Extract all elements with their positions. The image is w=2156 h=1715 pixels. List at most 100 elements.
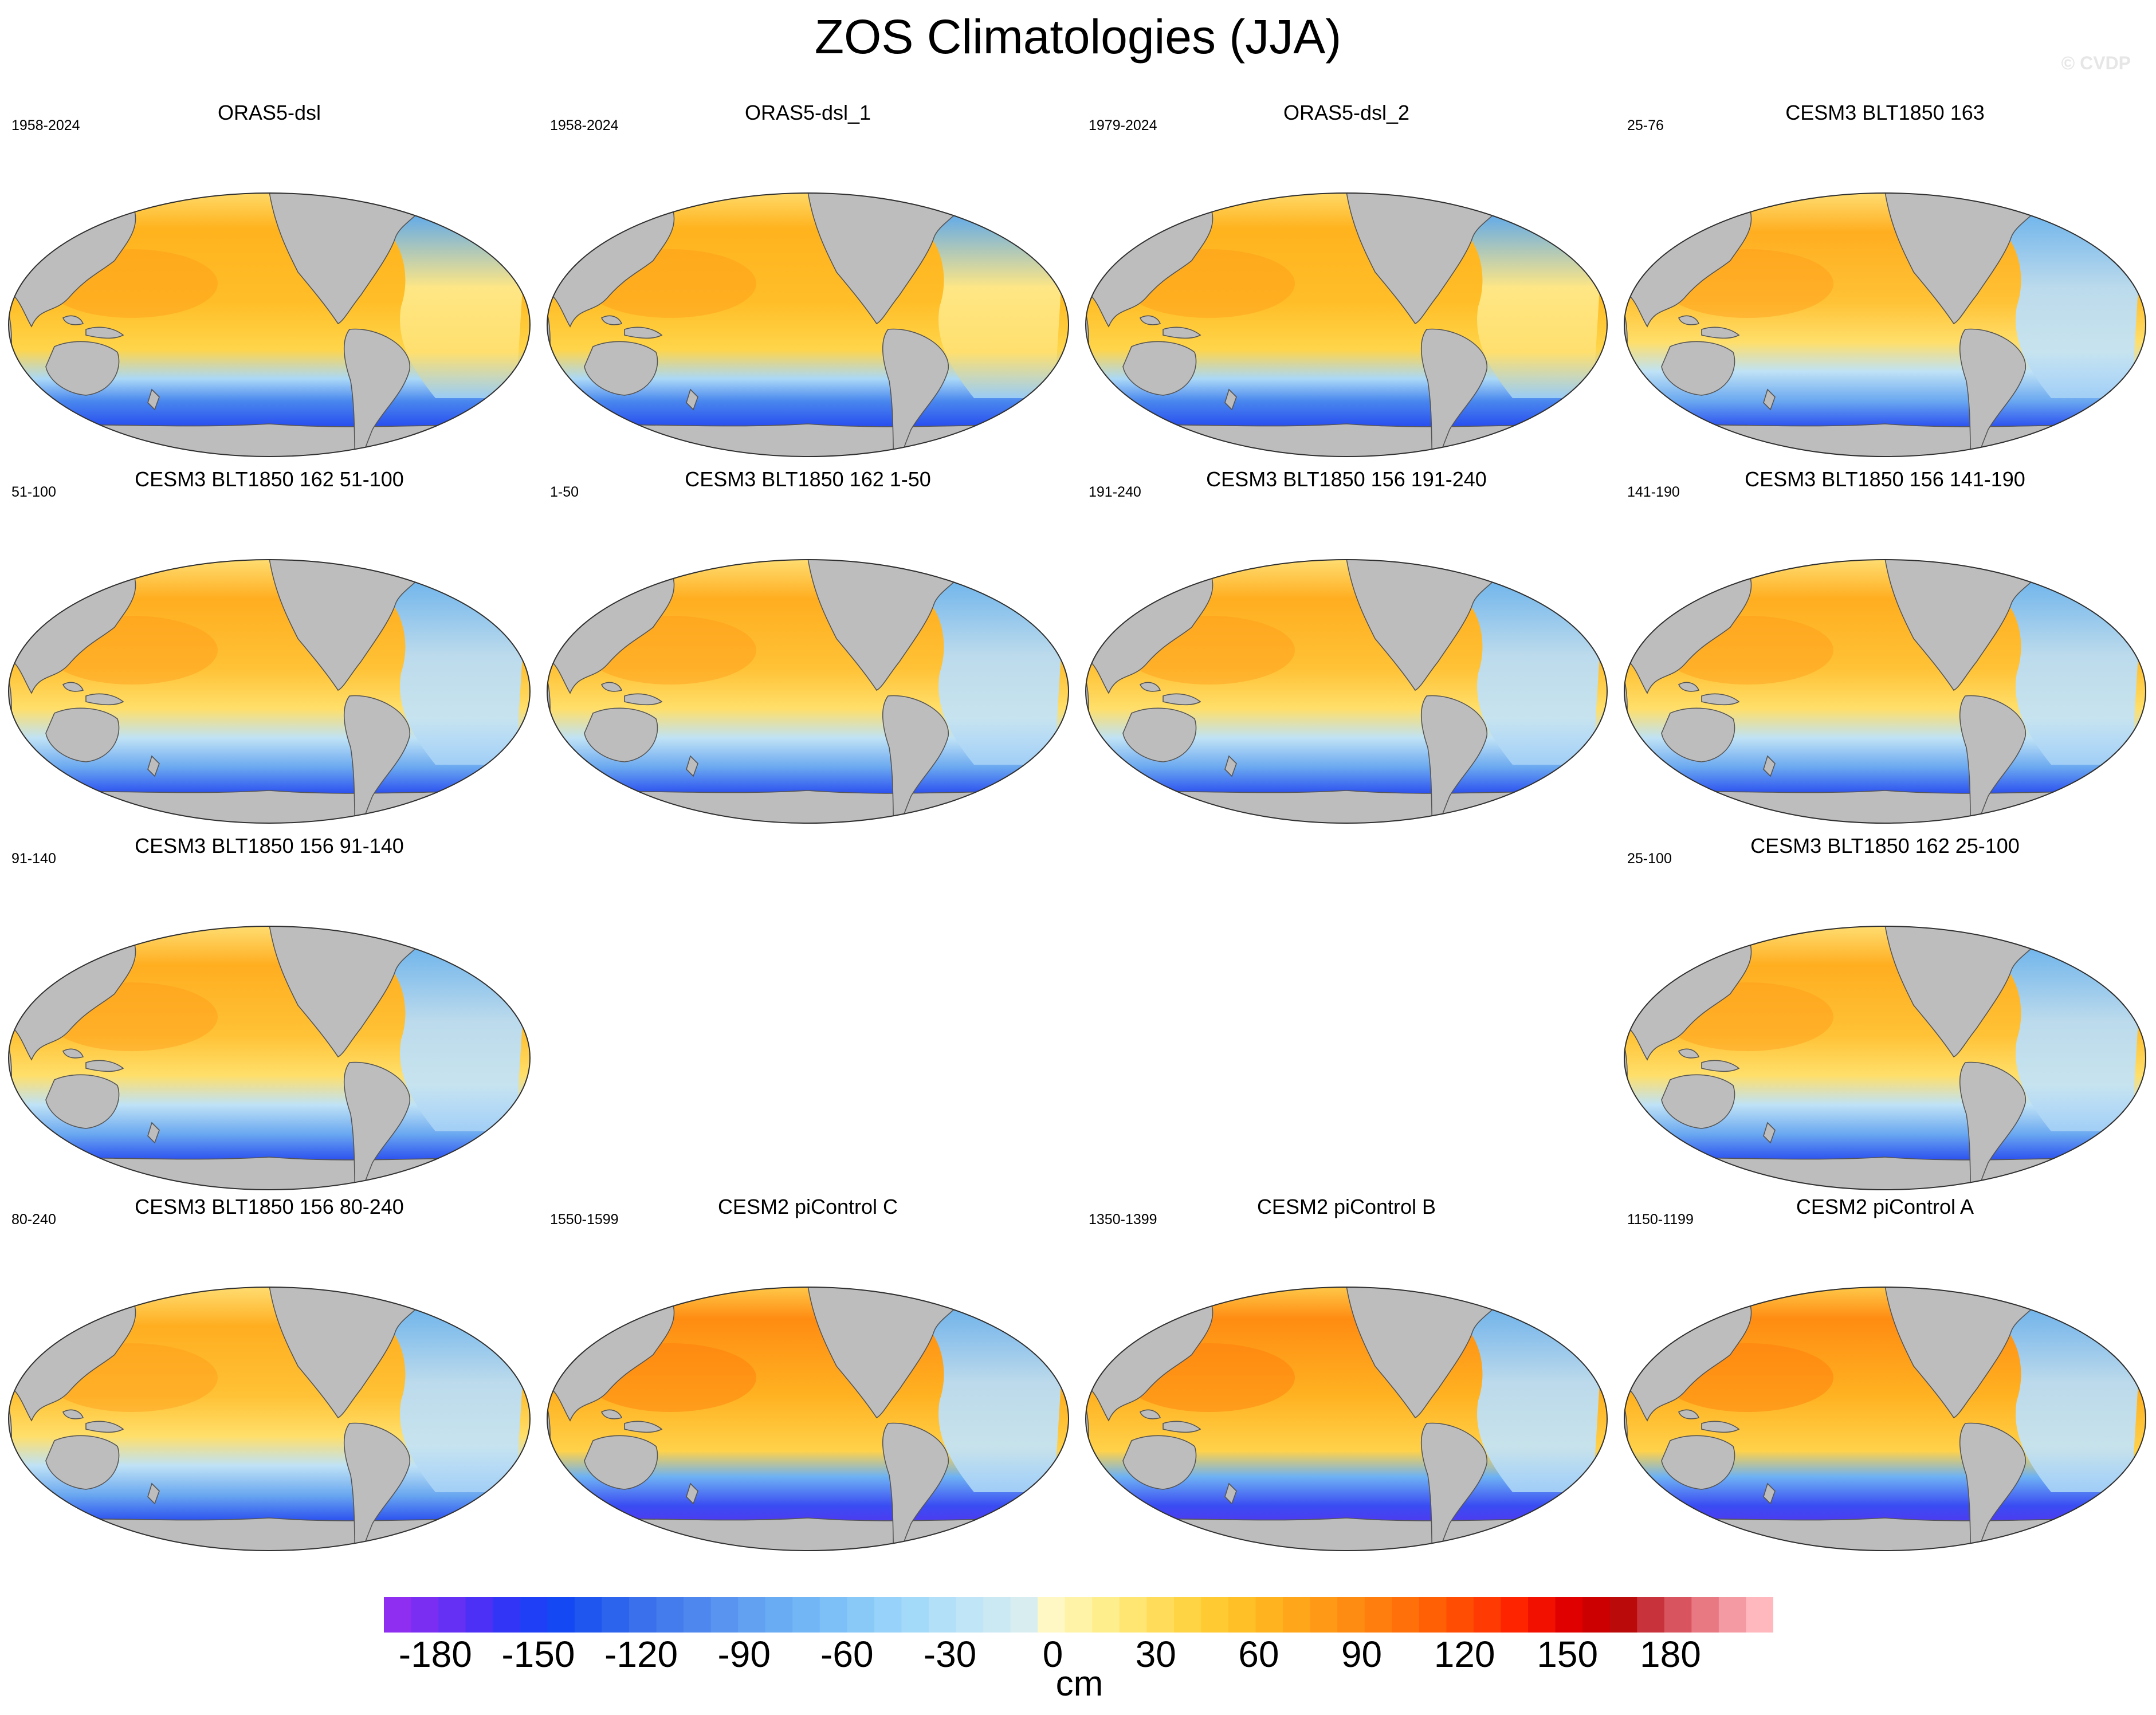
colorbar-swatch [983, 1597, 1011, 1633]
antarctica [1624, 1517, 2146, 1551]
zos-map [1624, 926, 2146, 1190]
zos-map [1085, 192, 1608, 457]
colorbar-swatch [1419, 1597, 1447, 1633]
colorbar-swatch [493, 1597, 521, 1633]
new-zealand [1763, 388, 1776, 411]
zos-map [547, 559, 1069, 824]
new-zealand [1224, 388, 1237, 411]
island-new-guinea [85, 693, 124, 706]
map-panel: CESM3 BLT1850 156 91-140 91-140 [0, 833, 539, 1200]
colorbar-swatch [1010, 1597, 1038, 1633]
colorbar-swatch [1528, 1597, 1556, 1633]
panel-year-range: 25-76 [1627, 117, 1664, 133]
colorbar-tick-label: 60 [1238, 1634, 1279, 1675]
australia [45, 1435, 120, 1490]
north-america [807, 1287, 965, 1419]
map-panel: CESM3 BLT1850 163 25-76 [1616, 100, 2154, 467]
map-boundary [8, 1287, 531, 1551]
panel-year-range: 1958-2024 [550, 117, 619, 133]
antarctica [1624, 423, 2146, 457]
panel-title: CESM3 BLT1850 156 91-140 [135, 834, 404, 858]
colorbar-swatch [520, 1597, 548, 1633]
island-new-guinea [1701, 1421, 1740, 1433]
panel-year-range: 191-240 [1089, 484, 1141, 500]
europe-africa-east [503, 587, 530, 639]
colorbar-swatch [684, 1597, 712, 1633]
greenland [984, 193, 1056, 218]
antarctica [1086, 423, 1607, 457]
island-borneo [1678, 315, 1700, 325]
panel-year-range: 1550-1599 [550, 1211, 619, 1228]
panel-title: CESM3 BLT1850 156 80-240 [135, 1195, 404, 1218]
island-borneo [62, 1409, 84, 1419]
colorbar-swatch [629, 1597, 657, 1633]
map-panel: CESM2 piControl A 1150-1199 [1616, 1194, 2154, 1561]
north-america [1884, 560, 2043, 691]
australia [45, 707, 120, 762]
greenland [446, 1287, 517, 1312]
australia [1661, 1435, 1735, 1490]
island-new-guinea [1701, 1060, 1740, 1072]
zos-map [547, 1287, 1069, 1551]
greenland [2061, 926, 2133, 951]
greenland [2061, 560, 2133, 585]
colorbar-tick-label: 0 [1042, 1634, 1063, 1675]
greenland [446, 926, 517, 951]
colorbar-swatch [819, 1597, 847, 1633]
antarctica [547, 790, 1069, 823]
panel-title: CESM3 BLT1850 156 191-240 [1206, 467, 1487, 491]
panel-year-range: 1150-1199 [1627, 1211, 1694, 1228]
greenland [984, 1287, 1056, 1312]
antarctica [9, 1157, 530, 1190]
north-america [269, 926, 427, 1058]
panel-year-range: 91-140 [11, 851, 56, 867]
panel-title: CESM2 piControl C [717, 1195, 898, 1218]
colorbar-swatch [656, 1597, 684, 1633]
panel-year-range: 51-100 [11, 484, 56, 500]
colorbar-tick-label: -120 [604, 1634, 678, 1675]
colorbar-swatch [1501, 1597, 1529, 1633]
island-new-guinea [1163, 693, 1201, 706]
colorbar-swatch [1255, 1597, 1283, 1633]
panel-year-range: 1958-2024 [11, 117, 80, 133]
greenland [1523, 560, 1595, 585]
colorbar-swatch [384, 1597, 412, 1633]
atlantic-ocean [1982, 215, 2143, 398]
north-america [1884, 193, 2043, 325]
colorbar-swatch [1746, 1597, 1773, 1633]
watermark: © CVDP [2061, 53, 2131, 73]
panel-title: CESM3 BLT1850 156 141-190 [1745, 467, 2025, 491]
zos-map [1624, 1287, 2146, 1551]
colorbar-swatch [1092, 1597, 1120, 1633]
europe-africa-east [2119, 587, 2146, 639]
island-new-guinea [85, 327, 124, 339]
panel-title: CESM2 piControl B [1256, 1195, 1436, 1218]
island-borneo [1678, 1409, 1700, 1419]
island-borneo [1139, 315, 1161, 325]
antarctica [1086, 790, 1607, 823]
new-zealand [1763, 755, 1776, 777]
colorbar-swatch [928, 1597, 957, 1633]
colorbar-swatch [574, 1597, 602, 1633]
europe-africa-east [503, 953, 530, 1006]
colorbar-swatch [411, 1597, 439, 1633]
colorbar-tick-label: -150 [501, 1634, 575, 1675]
island-borneo [1139, 682, 1161, 692]
map-boundary [547, 192, 1069, 457]
island-borneo [62, 1048, 84, 1059]
new-zealand [1224, 1482, 1237, 1505]
colorbar-tick-label: 90 [1341, 1634, 1383, 1675]
colorbar-swatch [547, 1597, 575, 1633]
colorbar-unit-label: cm [1055, 1664, 1103, 1704]
island-new-guinea [85, 1060, 124, 1072]
new-zealand [147, 1122, 160, 1144]
colorbar-tick-label: -90 [717, 1634, 771, 1675]
colorbar-swatch [1691, 1597, 1719, 1633]
australia [1661, 707, 1735, 762]
greenland [2061, 1287, 2133, 1312]
greenland [1523, 193, 1595, 218]
colorbar-tick-label: 150 [1537, 1634, 1599, 1675]
colorbar-swatch [956, 1597, 984, 1633]
island-new-guinea [1701, 327, 1740, 339]
colorbar-swatch [847, 1597, 875, 1633]
